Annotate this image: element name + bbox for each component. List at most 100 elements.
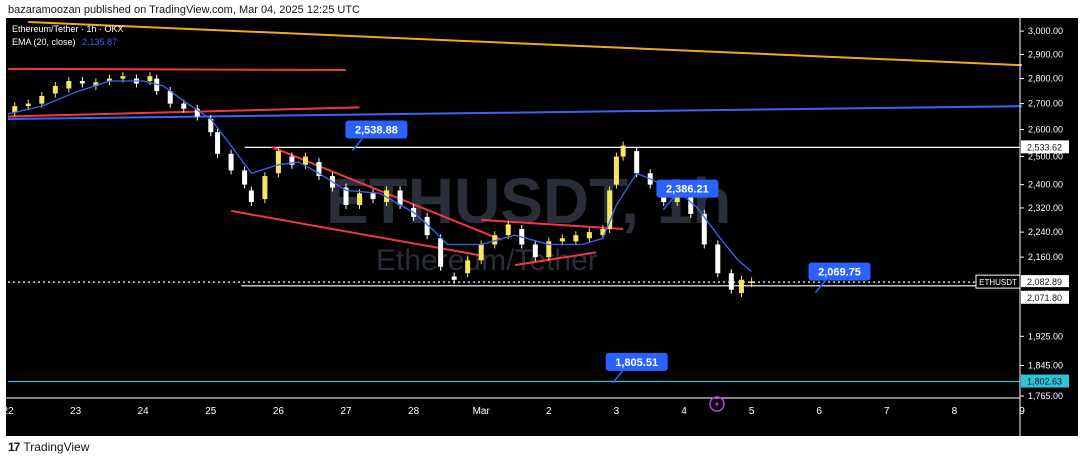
price-tags: 2,533.62ETHUSDT2,082.8934:452,071.801,80… [975,140,1069,388]
candle-body-38 [505,224,511,236]
candle-body-22 [289,156,295,165]
horizontal-levels [8,146,1020,383]
y-tick-label-2: 2,800.00 [1028,74,1063,84]
tradingview-logo-icon: 17 [8,440,20,454]
trendline-red-top [7,67,347,72]
x-tick-label-2: 24 [138,406,150,417]
candle-body-23 [302,156,308,165]
candle-body-35 [465,260,471,274]
candle-body-0 [12,106,18,113]
x-tick-label-15: 9 [1019,406,1025,417]
time-axis[interactable]: 22232425262728Mar23456789 [6,406,1025,417]
tag-box-0 [1021,140,1069,154]
y-tick-label-7: 2,320.00 [1028,203,1063,213]
x-tick-label-10: 4 [681,406,687,417]
candle-body-32 [424,216,430,236]
tag-box-1 [975,274,1021,289]
trendline-flag-upper [481,218,624,231]
candle-body-6 [93,82,99,86]
y-tick-label-0: 3,000.00 [1028,26,1063,36]
y-tick-label-8: 2,240.00 [1028,227,1063,237]
symbol-line: Ethereum/Tether · 1h · OKX [12,24,124,34]
callout-pointer-1 [662,197,674,211]
candle-body-1 [25,103,31,107]
tag-label-5: 1,802.63 [1027,377,1062,387]
candle-body-24 [316,162,322,177]
flash-icon[interactable] [709,396,725,412]
candle-body-46 [607,190,613,230]
y-tick-label-9: 2,160.00 [1028,252,1063,262]
callout-label-0: 2,538.88 [355,125,398,137]
x-tick-label-14: 8 [952,406,958,417]
price-axis[interactable]: 3,000.00 2,900.00 2,800.00 2,700.00 2,600.00… [1020,26,1063,401]
candle-body-37 [492,235,498,245]
x-tick-label-3: 25 [205,406,217,417]
trendline-blue [7,105,1023,121]
tag-box-2 [1021,275,1069,289]
candle-body-33 [438,238,444,267]
callout-pointer-0 [351,138,363,152]
candle-body-28 [370,193,376,200]
candle-body-47 [613,156,619,185]
x-tick-label-5: 27 [340,406,352,417]
candle-body-34 [451,276,457,280]
tag-label-1: ETHUSDT [979,278,1017,287]
candle-body-3 [52,85,58,94]
x-tick-label-4: 26 [273,406,285,417]
candle-body-40 [532,244,538,258]
candle-body-41 [546,241,552,258]
x-tick-label-12: 6 [816,406,822,417]
x-tick-label-0: 22 [6,406,14,417]
candle-body-16 [215,132,221,154]
callout-box-2 [808,262,871,281]
chart-background [6,18,1078,436]
callout-pointer-3 [612,370,624,384]
candle-body-48 [620,145,626,157]
footer-brand: TradingView [23,440,90,454]
candle-body-4 [66,81,72,89]
watermark-name: Ethereum/Tether [376,244,598,277]
callout-box-1 [656,179,719,198]
candle-body-55 [715,244,721,274]
candle-body-20 [262,176,268,200]
candle-body-52 [674,196,680,203]
candle-body-42 [559,238,565,242]
candle-body-54 [701,213,707,245]
candle-body-27 [357,193,363,205]
candle-body-49 [634,151,640,174]
candle-body-15 [208,119,214,133]
candle-body-19 [248,190,254,203]
callout-box-0 [345,120,408,139]
y-tick-label-1: 2,900.00 [1028,49,1063,59]
candle-body-12 [167,90,173,104]
candle-body-29 [384,190,390,203]
legend: Ethereum/Tether · 1h · OKX EMA (20, clos… [12,24,124,47]
candle-body-26 [343,187,349,205]
callout-label-1: 2,386.21 [666,184,709,196]
y-tick-label-3: 2,700.00 [1028,99,1063,109]
candle-body-30 [397,190,403,205]
callout-label-3: 1,805.51 [615,357,658,369]
y-tick-label-6: 2,400.00 [1028,180,1063,190]
y-tick-label-12: 1,765.00 [1028,391,1063,401]
callout-box-3 [605,352,668,371]
tag-box-4 [1021,290,1069,304]
candle-body-45 [600,229,606,236]
candle-body-14 [194,108,200,117]
x-tick-label-13: 7 [884,406,890,417]
x-tick-label-11: 5 [749,406,755,417]
candle-body-43 [573,235,579,242]
callouts: 2,538.88 2,386.21 2,069.75 1,805.51 [345,120,871,384]
x-tick-label-9: 3 [614,406,620,417]
candle-body-44 [586,232,592,239]
candle-body-21 [275,151,281,174]
footer: 17 TradingView [8,440,89,454]
candle-body-7 [106,78,112,82]
candle-body-17 [228,153,234,171]
indicator-line: EMA (20, close) 2,135.87 [12,37,117,47]
x-tick-label-8: 2 [546,406,552,417]
tag-box-5 [1021,374,1069,388]
trendline-orange [28,21,1023,67]
candle-body-10 [147,76,153,82]
